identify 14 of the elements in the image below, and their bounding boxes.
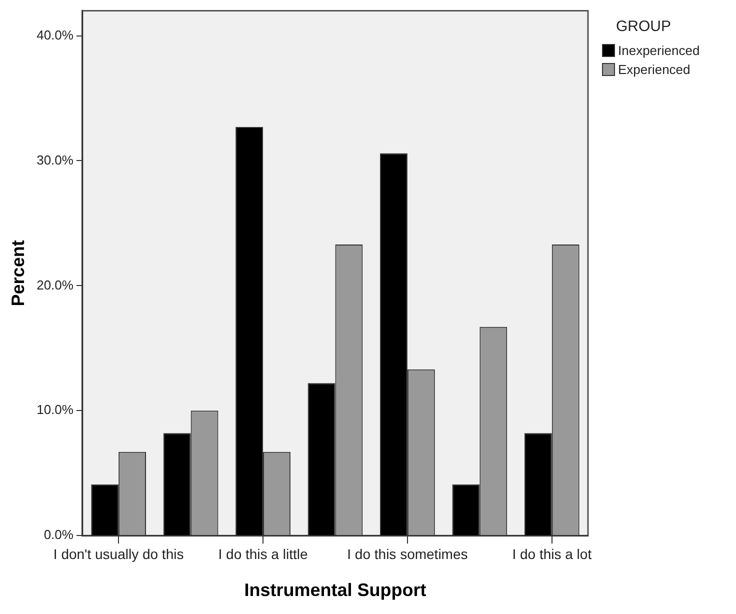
x-tick-label: I do this a little (218, 546, 308, 562)
y-tick-label: 0.0% (44, 527, 74, 542)
y-tick-label: 20.0% (36, 277, 74, 292)
y-tick-label: 30.0% (36, 152, 74, 168)
legend-label: Experienced (618, 62, 690, 77)
x-tick-label: I don't usually do this (53, 546, 184, 562)
x-axis-title: Instrumental Support (244, 580, 426, 600)
x-tick-label: I do this sometimes (347, 546, 468, 562)
y-tick-label: 40.0% (36, 27, 74, 42)
legend-title: GROUP (616, 18, 672, 35)
legend-label: Inexperienced (618, 43, 700, 58)
y-axis-title: Percent (8, 240, 28, 306)
y-tick-label: 10.0% (36, 402, 74, 418)
x-tick-label: I do this a lot (512, 546, 592, 562)
